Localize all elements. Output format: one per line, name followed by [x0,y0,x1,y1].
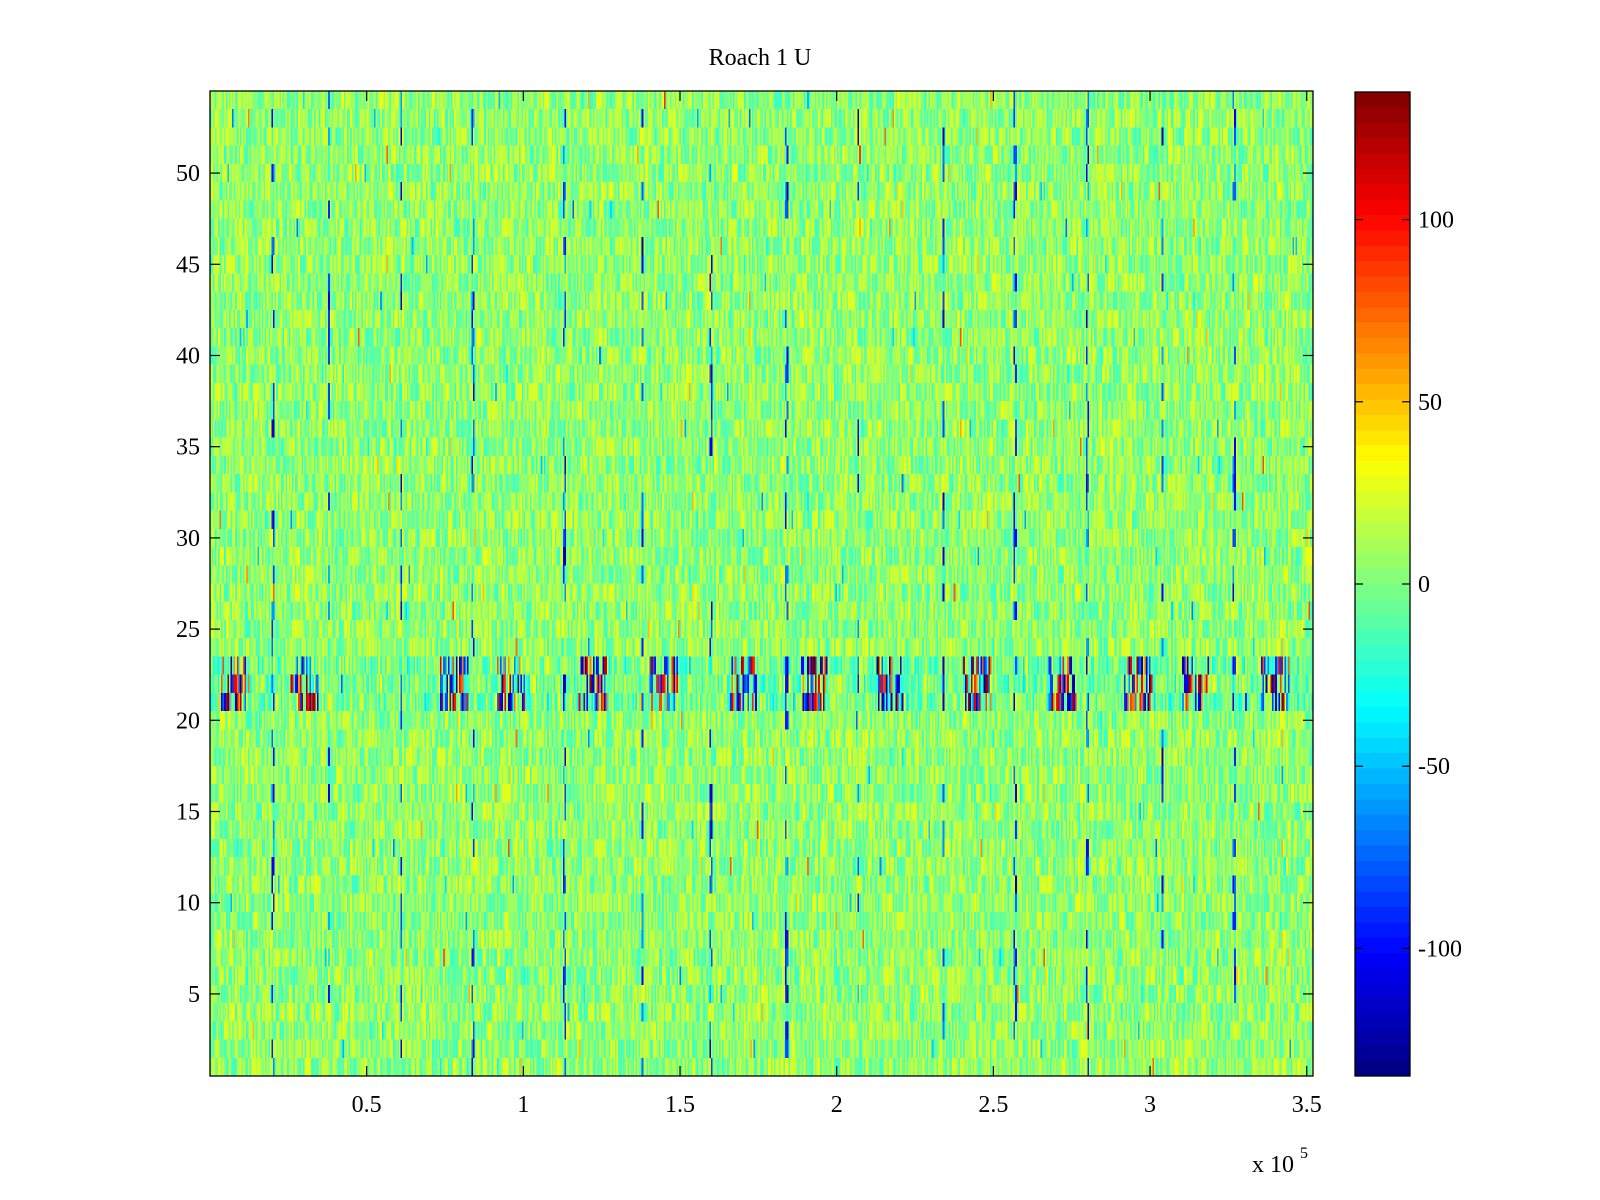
y-tick-label: 45 [176,252,200,278]
heatmap-image [210,91,1313,1076]
x-exponent-base: x 10 [1252,1152,1294,1178]
y-tick-label: 50 [176,161,200,187]
colorbar-tick-label: 50 [1418,390,1442,416]
y-tick-label: 35 [176,435,200,461]
y-tick-label: 30 [176,526,200,552]
y-tick-label: 15 [176,800,200,826]
x-exponent-label: x 10 5 [1252,1145,1308,1178]
x-tick-label: 3 [1144,1092,1156,1118]
x-tick-label: 0.5 [352,1092,382,1118]
y-axis-ticks: 5 10 15 20 25 30 35 40 45 50 [176,161,1313,1008]
x-axis-ticks: 0.5 1 1.5 2 2.5 3 3.5 [352,91,1322,1118]
x-tick-label: 2 [831,1092,843,1118]
colorbar-tick-label: 100 [1418,208,1454,234]
x-exponent-power: 5 [1300,1145,1308,1162]
plot-frame [209,90,1314,1077]
y-tick-label: 5 [188,982,200,1008]
y-tick-label: 10 [176,891,200,917]
colorbar-ticks: 100 50 0 -50 -100 [1355,208,1462,962]
x-tick-label: 3.5 [1292,1092,1322,1118]
colorbar-tick-label: 0 [1418,572,1430,598]
x-tick-label: 1 [517,1092,529,1118]
x-tick-label: 1.5 [665,1092,695,1118]
heatmap-cells [210,91,1313,1076]
colorbar: 100 50 0 -50 -100 [1354,91,1462,1077]
y-tick-label: 20 [176,708,200,734]
colorbar-tick-label: -50 [1418,754,1450,780]
y-tick-label: 25 [176,617,200,643]
colorbar-gradient [1355,92,1410,1076]
y-tick-label: 40 [176,343,200,369]
colorbar-tick-label: -100 [1418,936,1462,962]
x-tick-label: 2.5 [978,1092,1008,1118]
chart-title: Roach 1 U [709,45,812,71]
